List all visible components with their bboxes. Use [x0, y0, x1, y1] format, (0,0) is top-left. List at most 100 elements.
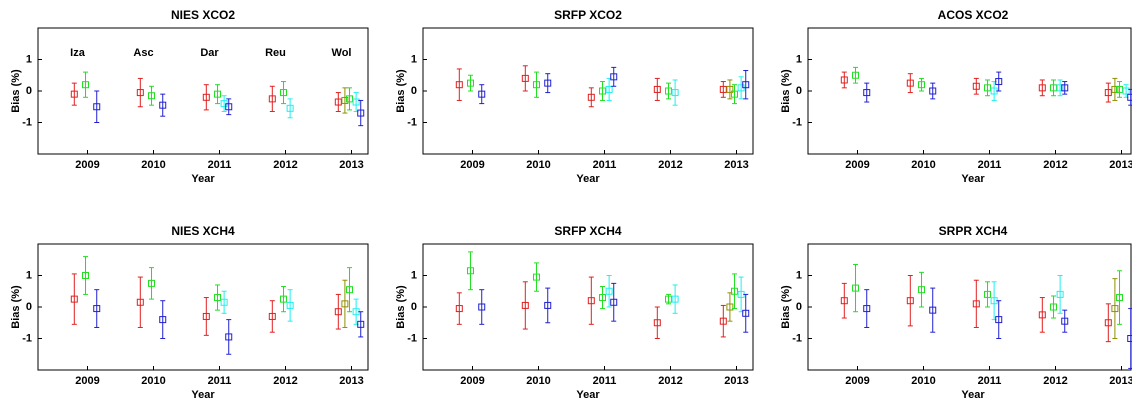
panel: SRFP XCO2 Year Bias (%)-1 0 1 2009 2010 2011 201… — [395, 8, 754, 185]
marker — [280, 89, 288, 97]
marker — [918, 286, 926, 294]
panel-title: SRFP XCO2 — [554, 8, 622, 22]
x-axis-label: Year — [576, 389, 600, 401]
marker — [136, 298, 144, 306]
x-tick-label: 2009 — [845, 159, 869, 171]
marker — [665, 87, 673, 95]
marker — [1056, 290, 1064, 298]
marker — [286, 104, 294, 112]
x-tick-label: 2010 — [141, 375, 165, 387]
marker — [995, 78, 1003, 86]
y-axis-label: Bias (%) — [10, 285, 22, 329]
marker — [478, 90, 486, 98]
y-tick-label: -1 — [407, 116, 417, 128]
marker — [334, 308, 342, 316]
marker — [220, 298, 228, 306]
x-axis-label: Year — [961, 173, 985, 185]
marker — [605, 287, 613, 295]
x-tick-label: 2011 — [593, 159, 617, 171]
y-tick-label: 0 — [411, 85, 417, 97]
marker — [1038, 84, 1046, 92]
marker — [214, 294, 222, 302]
panel-title: SRPR XCH4 — [939, 224, 1008, 238]
y-tick-label: 1 — [411, 269, 417, 281]
plot-area — [807, 243, 1132, 371]
x-tick-label: 2011 — [978, 159, 1002, 171]
marker — [159, 316, 167, 324]
marker — [521, 74, 529, 82]
x-tick-label: 2010 — [911, 375, 935, 387]
marker — [334, 98, 342, 106]
panel-title: NIES XCO2 — [171, 8, 235, 22]
marker — [1104, 319, 1112, 327]
y-tick-label: -1 — [792, 332, 802, 344]
legend-entry: Reu — [265, 47, 286, 59]
x-tick-label: 2010 — [911, 159, 935, 171]
x-tick-label: 2011 — [208, 159, 232, 171]
marker — [533, 81, 541, 89]
marker — [357, 320, 365, 328]
marker — [225, 103, 233, 111]
panel: SRFP XCH4 Year Bias (%)-1 0 1 2009 2010 2011 201… — [395, 224, 754, 401]
plot-area — [807, 27, 1132, 155]
marker — [972, 82, 980, 90]
x-tick-label: 2012 — [1043, 159, 1067, 171]
marker — [225, 333, 233, 341]
x-axis-label: Year — [576, 173, 600, 185]
x-tick-label: 2009 — [845, 375, 869, 387]
marker — [852, 71, 860, 79]
x-tick-label: 2009 — [75, 375, 99, 387]
marker — [1104, 89, 1112, 97]
marker — [544, 79, 552, 87]
marker — [159, 101, 167, 109]
marker — [995, 316, 1003, 324]
x-tick-label: 2013 — [724, 375, 748, 387]
y-tick-label: -1 — [407, 332, 417, 344]
y-tick-label: 0 — [796, 85, 802, 97]
marker — [286, 301, 294, 309]
x-tick-label: 2012 — [1043, 375, 1067, 387]
marker — [1111, 85, 1119, 93]
marker — [268, 312, 276, 320]
marker — [726, 303, 734, 311]
y-tick-label: 0 — [796, 301, 802, 313]
marker — [906, 297, 914, 305]
marker — [70, 295, 78, 303]
x-tick-label: 2011 — [978, 375, 1002, 387]
y-tick-label: 0 — [411, 301, 417, 313]
marker — [1111, 305, 1119, 313]
legend-entry: Dar — [200, 47, 219, 59]
marker — [599, 294, 607, 302]
marker — [214, 90, 222, 98]
legend-entry: Asc — [133, 47, 153, 59]
marker — [148, 92, 156, 100]
y-tick-label: 1 — [26, 269, 32, 281]
marker — [840, 76, 848, 84]
marker — [1050, 303, 1058, 311]
marker — [929, 87, 937, 95]
y-tick-label: -1 — [792, 116, 802, 128]
marker — [742, 309, 750, 317]
marker — [1122, 87, 1130, 95]
marker — [610, 73, 618, 81]
marker — [280, 295, 288, 303]
marker — [863, 89, 871, 97]
x-tick-label: 2013 — [339, 375, 363, 387]
marker — [82, 81, 90, 89]
marker — [984, 290, 992, 298]
marker — [1050, 84, 1058, 92]
marker — [202, 312, 210, 320]
marker — [1127, 93, 1132, 101]
marker — [136, 89, 144, 97]
marker — [906, 79, 914, 87]
y-axis-label: Bias (%) — [10, 69, 22, 113]
x-tick-label: 2011 — [593, 375, 617, 387]
y-axis-label: Bias (%) — [780, 285, 792, 329]
marker — [346, 286, 354, 294]
y-tick-label: 1 — [411, 53, 417, 65]
marker — [455, 305, 463, 313]
x-tick-label: 2010 — [526, 159, 550, 171]
legend-entry: Wol — [332, 47, 352, 59]
x-tick-label: 2011 — [208, 375, 232, 387]
marker — [93, 103, 101, 111]
